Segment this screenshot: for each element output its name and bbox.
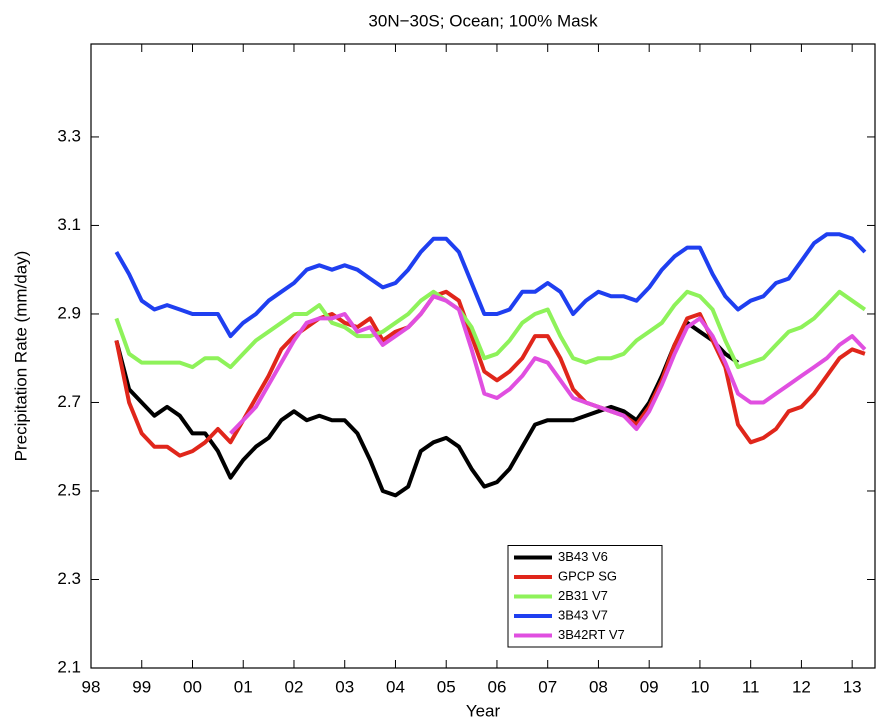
x-tick-label: 98: [82, 677, 101, 696]
x-tick-label: 07: [538, 677, 557, 696]
x-tick-label: 12: [792, 677, 811, 696]
x-tick-label: 01: [234, 677, 253, 696]
x-tick-label: 09: [640, 677, 659, 696]
x-tick-label: 10: [690, 677, 709, 696]
plot-frame: [90, 43, 876, 669]
legend-label: 2B31 V7: [558, 588, 608, 603]
legend-label: 3B43 V7: [558, 607, 608, 622]
y-axis-label: Precipitation Rate (mm/day): [11, 251, 30, 462]
chart-title: 30N−30S; Ocean; 100% Mask: [368, 11, 598, 30]
y-tick-label: 3.3: [57, 126, 81, 145]
series-line: [114, 232, 867, 339]
x-tick-label: 05: [437, 677, 456, 696]
y-tick-label: 3.1: [57, 215, 81, 234]
series-line: [114, 289, 867, 370]
x-tick-label: 13: [843, 677, 862, 696]
x-tick-label: 06: [487, 677, 506, 696]
x-tick-label: 08: [589, 677, 608, 696]
x-tick-label: 03: [335, 677, 354, 696]
x-tick-label: 99: [132, 677, 151, 696]
x-tick-label: 04: [386, 677, 405, 696]
x-tick-label: 00: [183, 677, 202, 696]
legend-label: 3B42RT V7: [558, 627, 625, 642]
y-tick-label: 2.5: [57, 480, 81, 499]
x-tick-label: 02: [285, 677, 304, 696]
x-tick-label: 11: [742, 677, 760, 696]
x-axis-label: Year: [466, 701, 501, 720]
y-tick-label: 2.9: [57, 303, 81, 322]
y-tick-label: 2.3: [57, 569, 81, 588]
y-tick-label: 2.1: [57, 657, 81, 676]
series-line: [114, 320, 740, 498]
legend-label: GPCP SG: [558, 568, 617, 583]
y-tick-label: 2.7: [57, 392, 81, 411]
legend-label: 3B43 V6: [558, 549, 608, 564]
series-line: [229, 294, 867, 435]
